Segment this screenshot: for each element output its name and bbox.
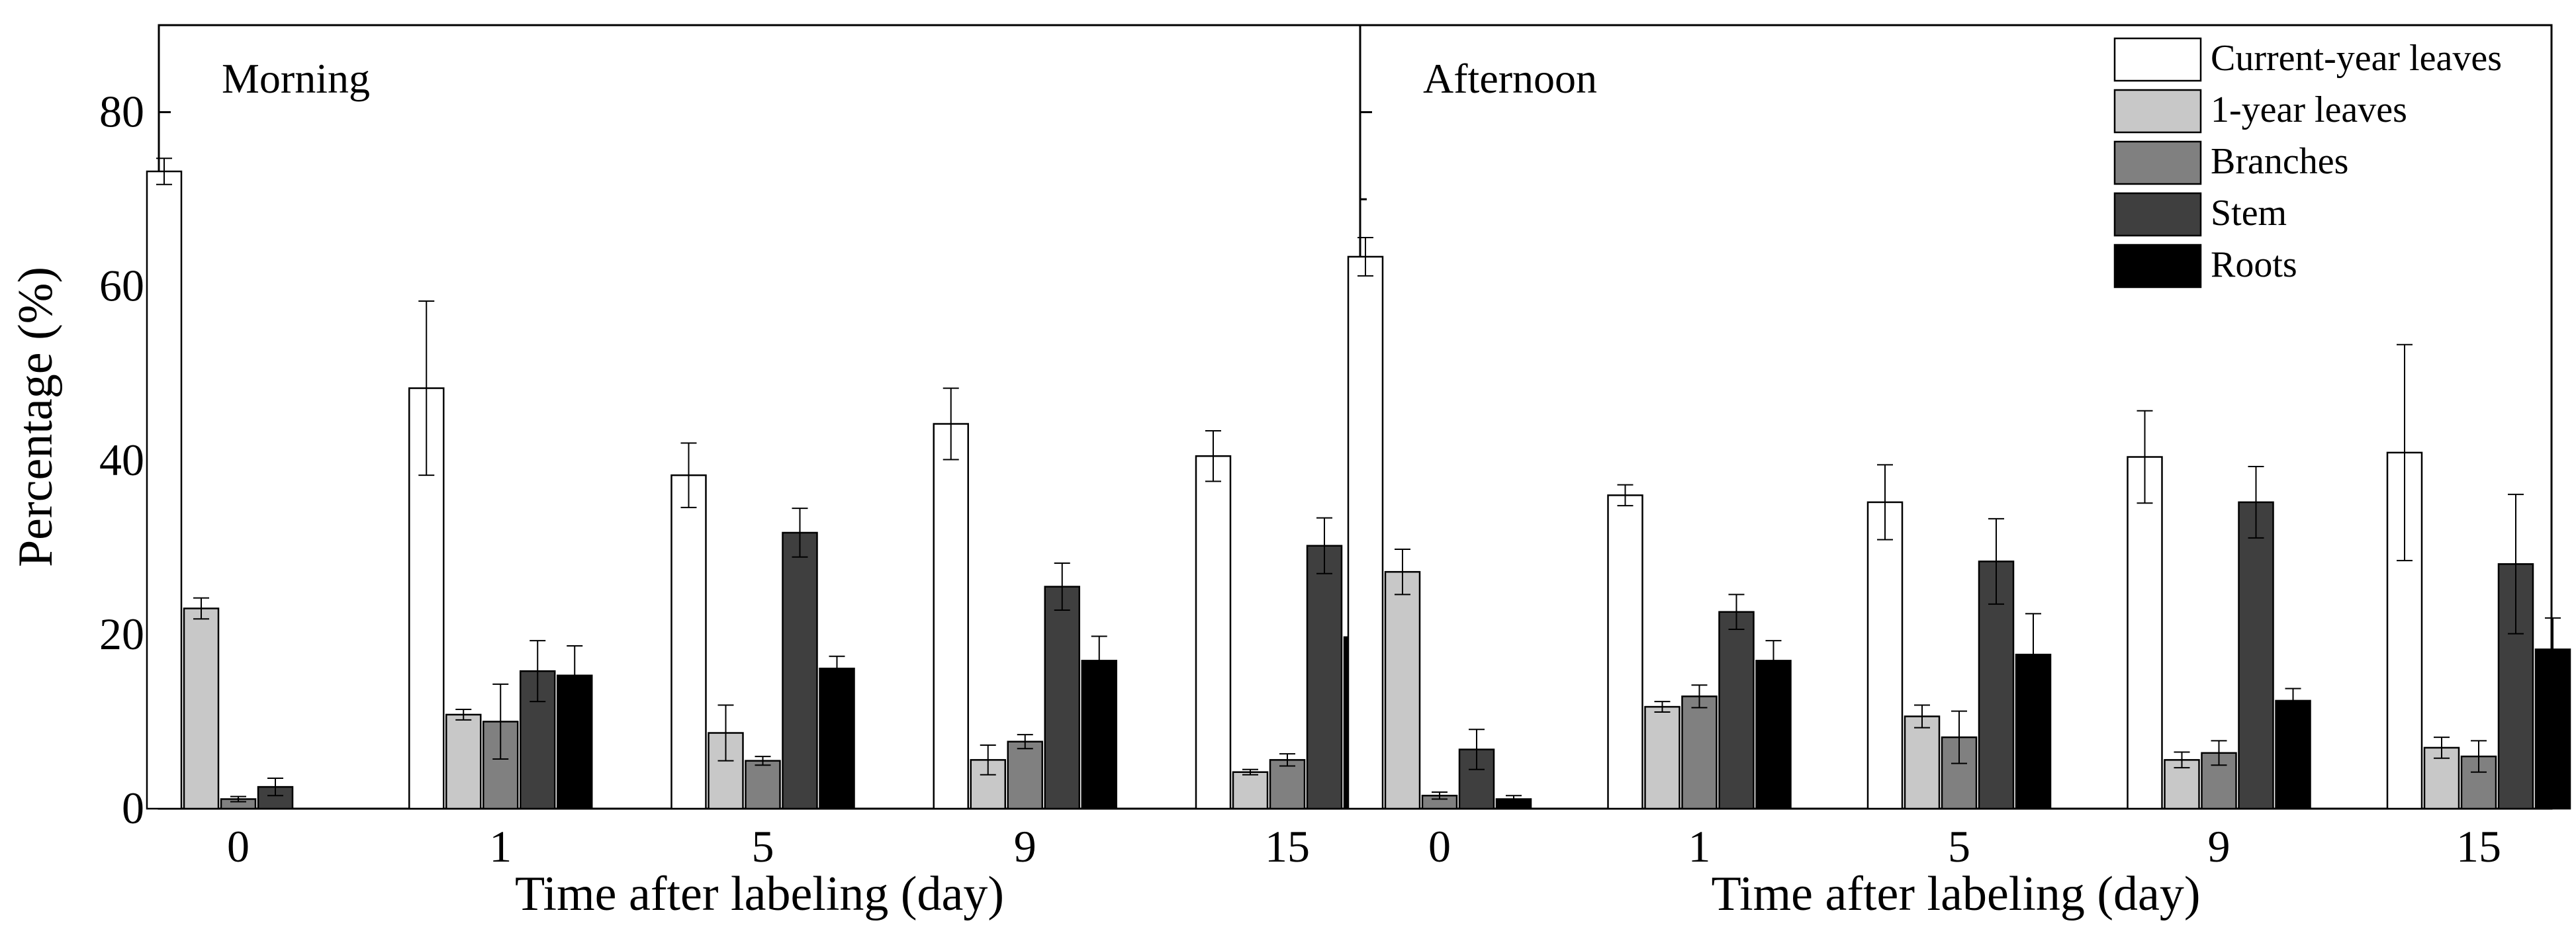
legend-label-branches: Branches [2211,141,2348,182]
bar-1-year-leaves [1644,705,1680,810]
bar-current-year-leaves [1607,494,1643,810]
bar-current-year-leaves [2127,456,2163,810]
bar-branches [1681,696,1718,810]
bar-branches [745,760,781,810]
y-tick-label: 0 [122,783,144,833]
y-tick-label: 60 [99,261,144,311]
legend-label-current-year-leaves: Current-year leaves [2211,38,2502,79]
bar-roots [819,667,855,810]
x-tick-label: 9 [2208,821,2231,872]
x-tick-label: 1 [489,821,512,872]
legend-label-1-year-leaves: 1-year leaves [2211,89,2407,130]
bar-current-year-leaves [1195,455,1232,810]
bar-stem [1306,545,1343,810]
x-tick-label: 5 [752,821,774,872]
bar-roots [2275,699,2311,810]
bar-stem [2238,501,2274,810]
bar-1-year-leaves [1904,715,1941,810]
bar-current-year-leaves [933,423,969,810]
x-tick-label: 0 [227,821,250,872]
legend-swatch-current-year-leaves [2113,37,2202,82]
x-tick-label: 0 [1428,821,1451,872]
x-axis-title: Time after labeling (day) [1711,867,2200,921]
bar-current-year-leaves [1347,255,1384,810]
bar-stem [1044,586,1080,810]
x-axis-title: Time after labeling (day) [515,867,1004,921]
y-tick-label: 80 [99,87,144,137]
legend: Current-year leaves 1-year leaves Branches… [2113,37,2502,289]
legend-label-stem: Stem [2211,193,2287,234]
bar-current-year-leaves [670,474,707,810]
y-tick-label: 20 [99,609,144,659]
bar-stem [1718,611,1755,810]
legend-label-roots: Roots [2211,244,2297,285]
legend-swatch-roots [2113,244,2202,289]
x-tick-label: 9 [1014,821,1036,872]
bar-current-year-leaves [1866,501,1904,810]
bar-1-year-leaves [1232,771,1269,810]
bar-current-year-leaves [146,170,183,810]
panel-title: Morning [222,55,370,102]
bar-1-year-leaves [445,713,482,810]
x-tick-label: 15 [1265,821,1310,872]
legend-swatch-stem [2113,192,2202,237]
bar-branches [1269,759,1306,810]
x-tick-label: 5 [1948,821,1970,872]
x-tick-label: 15 [2456,821,2501,872]
y-tick-label: 40 [99,435,144,485]
legend-swatch-1-year-leaves [2113,89,2202,134]
plot-area: 0 20 40 60 80 Percentage (%) Morning Time after… [9,24,2571,921]
bar-branches [1007,741,1043,810]
panel-title: Afternoon [1423,55,1597,102]
bar-1-year-leaves [1384,570,1421,810]
bar-roots [1755,660,1792,810]
bar-stem [782,531,818,810]
x-tick-label: 1 [1688,821,1711,872]
bar-1-year-leaves [183,607,220,810]
y-axis-title: Percentage (%) [9,267,63,567]
legend-swatch-branches [2113,140,2202,185]
